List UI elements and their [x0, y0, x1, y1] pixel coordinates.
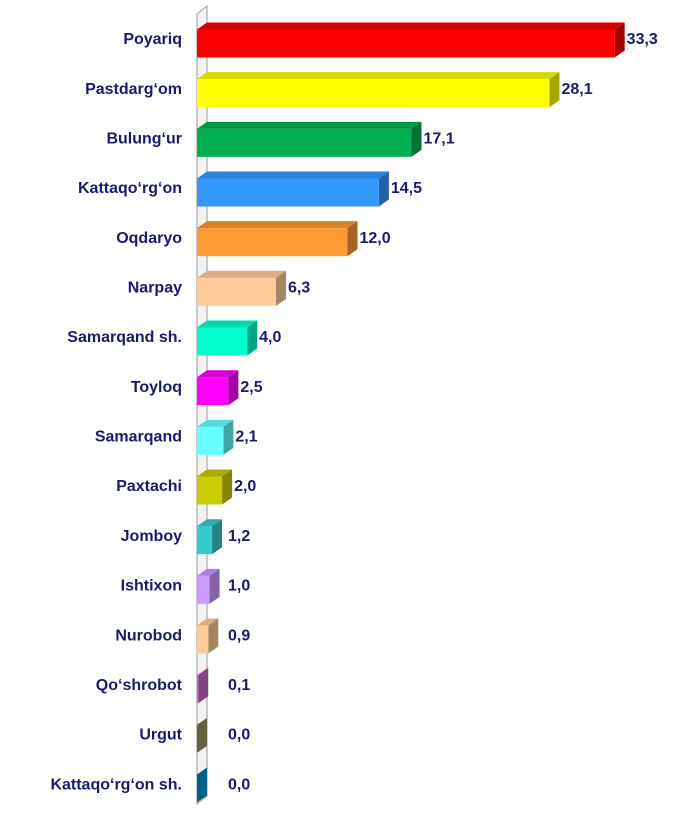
value-label: 4,0 — [259, 329, 281, 346]
category-label: Kattaqo‘rg‘on — [78, 180, 182, 197]
bar — [197, 228, 348, 257]
bar-side — [197, 717, 207, 753]
value-label: 2,1 — [235, 429, 257, 446]
bar-side — [411, 121, 422, 157]
bar — [197, 675, 199, 704]
value-label: 2,0 — [234, 478, 256, 495]
category-label: Oqdaryo — [116, 230, 182, 247]
category-label: Pastdarg‘om — [85, 81, 182, 98]
bar-top — [197, 370, 239, 378]
bar-top — [197, 469, 233, 477]
category-label: Kattaqo‘rg‘on sh. — [50, 776, 182, 793]
bar-side — [228, 370, 239, 406]
category-label: Bulung‘ur — [106, 131, 182, 148]
category-label: Urgut — [139, 727, 182, 744]
category-label: Nurobod — [115, 627, 182, 644]
bar — [197, 79, 550, 108]
value-label: 33,3 — [627, 31, 658, 48]
category-label: Samarqand sh. — [67, 329, 182, 346]
bar-side — [198, 668, 209, 704]
value-label: 1,0 — [228, 578, 250, 595]
bar-top — [197, 668, 209, 676]
category-label: Narpay — [128, 280, 182, 297]
bar — [197, 625, 209, 654]
category-label: Samarqand — [95, 429, 182, 446]
value-label: 6,3 — [288, 280, 310, 297]
bar-top — [197, 221, 358, 229]
bar-side — [222, 469, 233, 505]
value-label: 0,0 — [228, 776, 250, 793]
bar-top — [197, 72, 560, 80]
bar-top — [197, 419, 234, 427]
category-label: Poyariq — [123, 31, 182, 48]
bar-top — [197, 320, 258, 328]
bar-side — [549, 72, 560, 108]
category-label: Jomboy — [121, 528, 182, 545]
bar-side — [197, 767, 207, 803]
category-label: Ishtixon — [121, 578, 182, 595]
bar-side — [208, 618, 219, 654]
bar-side — [347, 221, 358, 257]
value-label: 28,1 — [561, 81, 592, 98]
bar — [197, 575, 210, 604]
category-label: Qo‘shrobot — [96, 677, 183, 694]
bar-top — [197, 270, 287, 278]
value-label: 2,5 — [240, 379, 262, 396]
value-label: 1,2 — [228, 528, 250, 545]
category-label: Paxtachi — [116, 478, 182, 495]
bar-top — [197, 171, 389, 179]
value-label: 0,1 — [228, 677, 250, 694]
category-label: Toyloq — [131, 379, 182, 396]
value-label: 0,0 — [228, 727, 250, 744]
bar-side — [276, 270, 287, 306]
value-label: 12,0 — [360, 230, 391, 247]
bar-top — [197, 22, 625, 30]
bar — [197, 128, 412, 157]
bar-top — [197, 519, 223, 527]
bar-side — [209, 568, 220, 604]
value-label: 17,1 — [423, 131, 454, 148]
bar — [197, 426, 224, 455]
bar-top — [197, 568, 220, 576]
bar — [197, 29, 615, 58]
bar-side — [212, 519, 223, 555]
bar — [197, 178, 379, 207]
bar — [197, 476, 223, 505]
bar-side — [378, 171, 389, 207]
bar — [197, 277, 277, 306]
bar-top — [197, 121, 422, 129]
bar-side — [614, 22, 625, 58]
bar — [197, 377, 229, 406]
value-label: 14,5 — [391, 180, 422, 197]
bar-side — [247, 320, 258, 356]
bar — [197, 526, 213, 555]
bar-top — [197, 618, 219, 626]
value-label: 0,9 — [228, 627, 250, 644]
bar — [197, 327, 248, 356]
bar-side — [223, 419, 234, 455]
